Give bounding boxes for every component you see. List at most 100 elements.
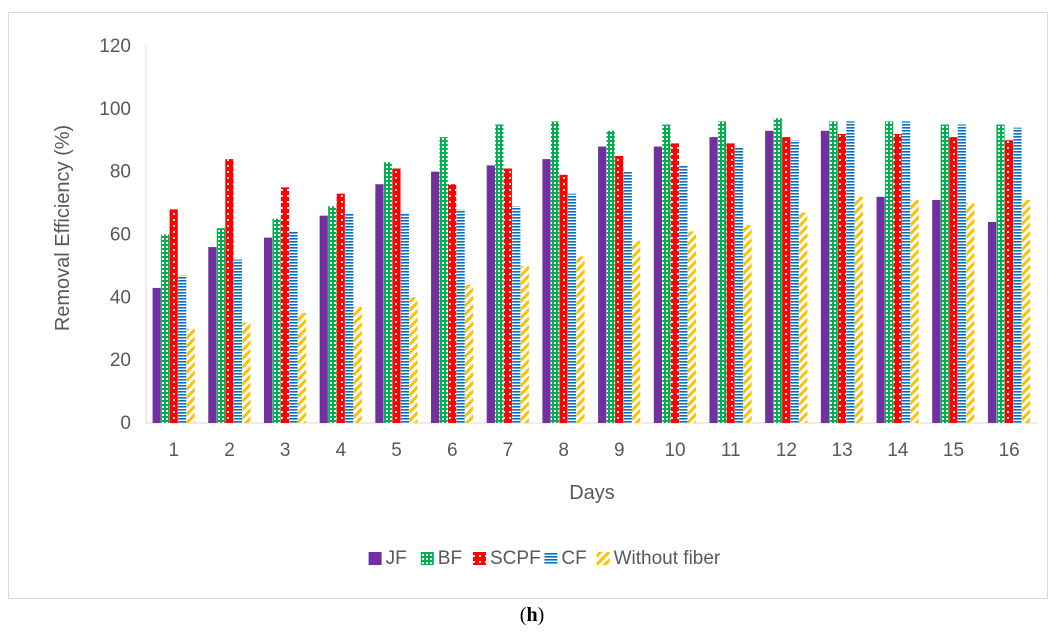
bar-without-fiber xyxy=(632,240,641,423)
bar-jf xyxy=(486,165,495,423)
bar-jf xyxy=(319,215,328,423)
legend-swatch-scpf xyxy=(473,552,486,565)
bar-without-fiber xyxy=(520,265,529,423)
x-tick-label: 15 xyxy=(943,440,964,461)
bar-bf xyxy=(940,124,949,424)
bar-bf xyxy=(829,121,838,424)
legend-swatch-bf xyxy=(420,552,434,565)
bar-cf xyxy=(902,121,911,424)
y-tick-label: 80 xyxy=(110,162,131,183)
bar-bf xyxy=(606,130,615,423)
bar-cf xyxy=(623,171,632,423)
bar-bf xyxy=(272,218,281,423)
bar-cf xyxy=(957,124,966,424)
figure-caption: (h) xyxy=(0,604,1064,627)
bar-cf xyxy=(846,121,855,424)
bar-scpf xyxy=(726,143,735,423)
bar-without-fiber xyxy=(799,212,808,423)
bar-scpf xyxy=(782,137,791,423)
x-tick-label: 14 xyxy=(887,440,909,461)
bar-scpf xyxy=(949,137,958,423)
y-tick-label: 60 xyxy=(110,225,131,246)
x-tick-label: 16 xyxy=(999,440,1020,461)
bar-without-fiber xyxy=(576,256,585,423)
bar-without-fiber xyxy=(854,196,864,423)
bar-jf xyxy=(765,130,774,423)
x-tick-label: 6 xyxy=(447,440,458,461)
bar-scpf xyxy=(670,143,679,423)
bar-scpf xyxy=(837,133,847,423)
legend-swatch-cf xyxy=(544,552,558,565)
x-tick-label: 12 xyxy=(776,440,797,461)
bar-scpf xyxy=(392,168,401,423)
bar-bf xyxy=(161,234,170,423)
bar-without-fiber xyxy=(966,203,975,423)
bar-jf xyxy=(653,146,662,424)
bar-without-fiber xyxy=(465,284,474,423)
bar-bf xyxy=(717,121,727,424)
bar-without-fiber xyxy=(910,199,919,423)
legend-label-cf: CF xyxy=(561,548,586,569)
bar-without-fiber xyxy=(687,231,696,423)
bar-scpf xyxy=(448,184,457,423)
bar-scpf xyxy=(169,209,178,423)
bar-cf xyxy=(345,212,354,423)
x-tick-label: 8 xyxy=(558,440,569,461)
bar-cf xyxy=(1013,127,1022,423)
x-tick-label: 1 xyxy=(169,440,180,461)
legend-label-without-fiber: Without fiber xyxy=(614,548,721,569)
x-tick-label: 2 xyxy=(224,440,235,461)
bar-jf xyxy=(820,130,830,423)
y-axis-title: Removal Efficiency (%) xyxy=(52,125,74,331)
bar-cf xyxy=(400,212,410,423)
bar-jf xyxy=(709,137,718,423)
bar-bf xyxy=(550,121,560,424)
bar-bf xyxy=(773,118,782,423)
bar-cf xyxy=(233,259,242,423)
bar-bf xyxy=(662,124,671,424)
bar-jf xyxy=(876,196,885,423)
bar-cf xyxy=(567,193,577,423)
chart-frame: 0 20 40 60 80 100 120 1 2 3 4 5 6 7 8 9 10 11 12 13 14 15 16 J… xyxy=(8,12,1048,599)
bar-without-fiber xyxy=(409,297,418,423)
bar-scpf xyxy=(1004,140,1014,423)
x-tick-label: 7 xyxy=(503,440,514,461)
legend-swatch-jf xyxy=(368,552,382,565)
bar-without-fiber xyxy=(186,328,195,423)
bar-without-fiber xyxy=(1021,199,1031,423)
y-tick-label: 120 xyxy=(99,36,131,57)
caption-close: ) xyxy=(537,604,545,626)
bar-jf xyxy=(542,159,551,423)
bar-bf xyxy=(439,137,448,423)
bar-scpf xyxy=(280,187,290,423)
x-tick-label: 5 xyxy=(391,440,402,461)
bar-without-fiber xyxy=(353,306,362,423)
bar-without-fiber xyxy=(242,322,251,423)
bar-scpf xyxy=(336,193,345,423)
bar-jf xyxy=(932,199,941,423)
x-tick-label: 11 xyxy=(721,440,741,461)
x-tick-label: 13 xyxy=(832,440,853,461)
bar-cf xyxy=(178,275,187,423)
bar-jf xyxy=(987,221,997,423)
bar-cf xyxy=(679,165,688,423)
bar-cf xyxy=(512,206,521,423)
bar-scpf xyxy=(503,168,512,423)
x-tick-label: 4 xyxy=(336,440,347,461)
caption-letter: h xyxy=(526,604,538,626)
y-tick-label: 40 xyxy=(110,287,131,308)
x-axis-title: Days xyxy=(569,482,615,504)
caption-open: ( xyxy=(519,604,527,626)
bar-cf xyxy=(734,146,744,424)
bar-without-fiber xyxy=(297,313,307,423)
bar-bf xyxy=(328,206,337,423)
y-tick-label: 100 xyxy=(99,99,131,120)
bar-jf xyxy=(431,171,440,423)
legend-label-jf: JF xyxy=(386,548,407,569)
bar-bf xyxy=(216,228,225,423)
x-tick-label: 9 xyxy=(614,440,625,461)
bar-scpf xyxy=(225,159,234,423)
bar-jf xyxy=(263,237,273,423)
bar-cf xyxy=(289,231,298,423)
y-tick-label: 20 xyxy=(110,350,131,371)
